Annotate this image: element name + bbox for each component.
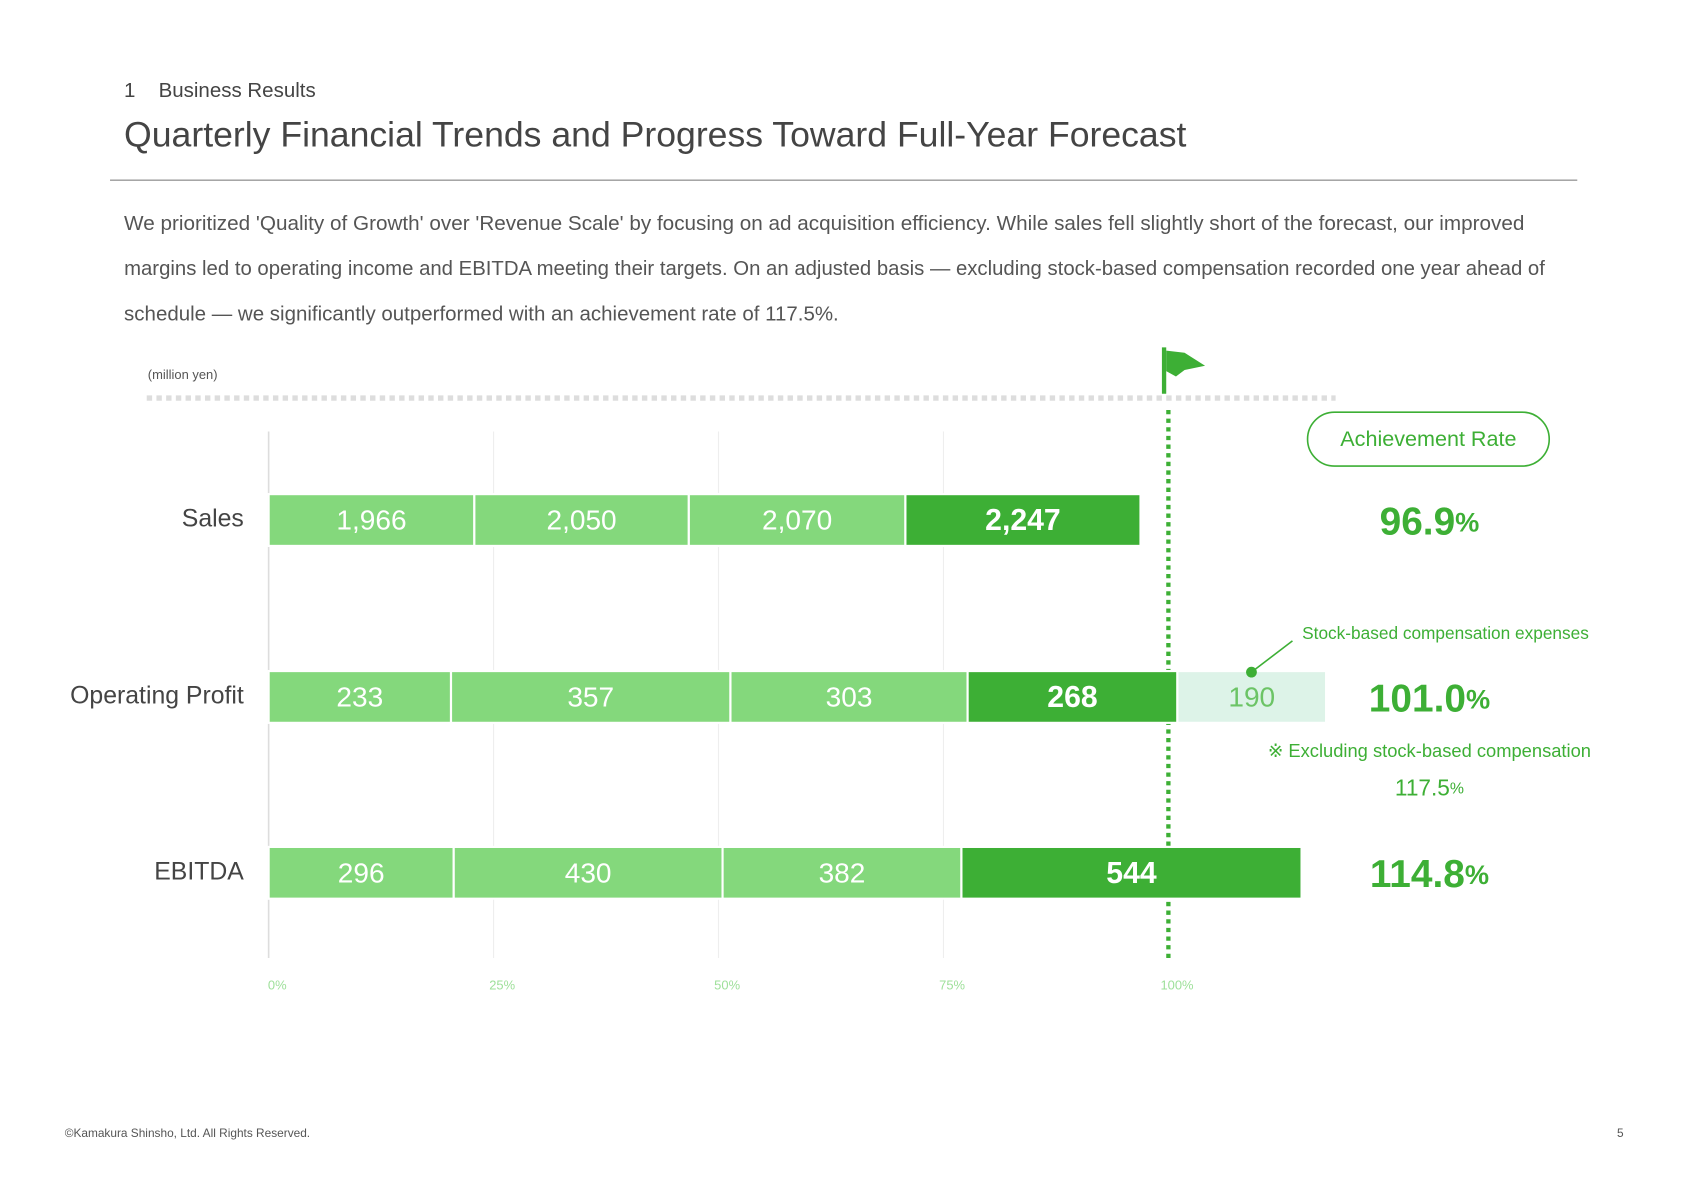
extra-segment-label: 190 xyxy=(1228,682,1275,713)
flag xyxy=(1166,350,1206,377)
x-tick-label: 75% xyxy=(939,978,965,993)
bar-segment-label: 357 xyxy=(567,682,614,713)
extra-segment xyxy=(1176,669,1328,724)
bar-segment xyxy=(960,845,1303,900)
x-tick-label: 0% xyxy=(268,978,287,993)
category-label: Sales xyxy=(182,506,244,533)
bar-segment-label: 2,247 xyxy=(985,504,1061,537)
bar-segment-label: 268 xyxy=(1047,681,1097,714)
body-line: schedule — we significantly outperformed… xyxy=(124,302,839,325)
bar-segment-label: 2,070 xyxy=(762,505,832,536)
adjusted-rate: 117.5% xyxy=(1395,775,1464,801)
bar-segment xyxy=(729,669,969,724)
leader-line xyxy=(1250,640,1293,673)
bar-segment xyxy=(449,669,732,724)
bar-segment xyxy=(904,493,1142,547)
unit-label: (million yen) xyxy=(148,367,218,382)
bar-segment-label: 430 xyxy=(565,857,612,888)
adjusted-note: ※ Excluding stock-based compensation xyxy=(1268,740,1591,761)
achievement-rate: 114.8% xyxy=(1370,853,1489,896)
body-line: We prioritized 'Quality of Growth' over … xyxy=(124,212,1524,235)
bar-segment xyxy=(687,493,907,547)
title: Quarterly Financial Trends and Progress … xyxy=(124,114,1186,154)
bar-segment xyxy=(721,845,963,900)
bar-segment-label: 303 xyxy=(826,682,873,713)
rate-header: Achievement Rate xyxy=(1340,426,1516,451)
x-tick-label: 50% xyxy=(714,978,740,993)
body-line: margins led to operating income and EBIT… xyxy=(124,257,1545,280)
leader-dot xyxy=(1246,666,1257,678)
achievement-rate: 101.0% xyxy=(1369,678,1490,721)
bar-segment xyxy=(267,845,455,900)
bar-segment-label: 382 xyxy=(819,857,866,888)
bar-segment-label: 233 xyxy=(336,682,383,713)
bar-segment xyxy=(966,669,1179,724)
page-number: 5 xyxy=(1617,1126,1624,1140)
category-label: Operating Profit xyxy=(70,682,244,709)
x-tick-label: 25% xyxy=(489,978,515,993)
category-label: EBITDA xyxy=(154,858,244,885)
plot: 0% 25% 50% 75% 100% Sales 1,966 2,050 2,070 2,247… xyxy=(70,409,1591,993)
bar-segment-label: 296 xyxy=(338,857,385,888)
footer: ©Kamakura Shinsho, Ltd. All Rights Reser… xyxy=(65,1126,310,1140)
x-tick-label: 100% xyxy=(1160,978,1194,993)
achievement-rate: 96.9% xyxy=(1380,501,1480,544)
extra-name: Stock-based compensation expenses xyxy=(1302,623,1589,643)
bar-segment-label: 1,966 xyxy=(336,505,406,536)
bar-segment-label: 2,050 xyxy=(546,505,616,536)
rate-header-pill xyxy=(1306,411,1551,467)
section: Business Results xyxy=(159,79,316,102)
bar-segment-label: 544 xyxy=(1106,857,1157,890)
bar-segment xyxy=(267,669,453,724)
bar-segment xyxy=(452,845,724,900)
section-number: 1 xyxy=(124,79,135,102)
